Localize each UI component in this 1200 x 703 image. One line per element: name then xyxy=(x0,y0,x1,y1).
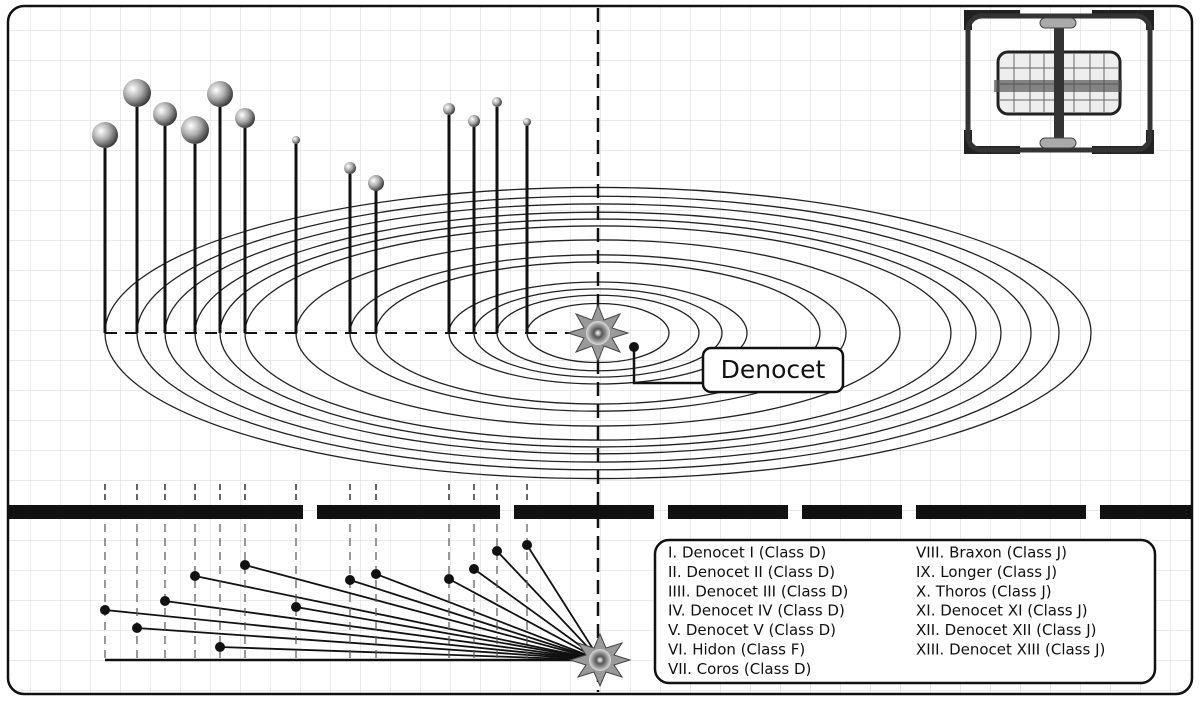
inclination-line xyxy=(104,609,601,661)
legend-box xyxy=(653,538,1157,685)
inclination-line xyxy=(448,578,601,661)
inclination-line xyxy=(349,579,601,661)
planet-dot xyxy=(100,605,110,615)
legend-item: IIII. Denocet III (Class D) xyxy=(668,582,848,600)
inclination-line xyxy=(375,573,601,661)
legend-item: II. Denocet II (Class D) xyxy=(668,563,835,581)
legend-item: I. Denocet I (Class D) xyxy=(668,544,826,562)
planet-dot xyxy=(492,546,502,556)
legend: I. Denocet I (Class D)II. Denocet II (Cl… xyxy=(668,544,1105,678)
star-label: Denocet xyxy=(721,355,826,384)
inclination-line xyxy=(194,575,601,661)
planet-dot xyxy=(371,569,381,579)
planet xyxy=(344,162,356,174)
planet xyxy=(123,79,151,107)
legend-item: XIII. Denocet XIII (Class J) xyxy=(916,641,1105,659)
sun-bottom xyxy=(568,632,632,688)
inclination-line xyxy=(295,606,601,661)
planet xyxy=(153,102,177,126)
inclination-line xyxy=(526,544,601,661)
inclination-line xyxy=(244,564,601,661)
legend-item: XII. Denocet XII (Class J) xyxy=(916,621,1097,639)
planet-dot xyxy=(132,623,142,633)
legend-item: X. Thoros (Class J) xyxy=(916,582,1052,600)
side-view xyxy=(100,484,601,662)
planet-dot xyxy=(215,642,225,652)
sun-top xyxy=(566,303,630,363)
legend-item: V. Denocet V (Class D) xyxy=(668,621,836,639)
planet xyxy=(181,116,209,144)
minimap xyxy=(964,10,1154,154)
inclination-line xyxy=(136,627,601,661)
planet xyxy=(292,136,300,144)
planet xyxy=(443,103,455,115)
planet-dot xyxy=(291,602,301,612)
inclination-line xyxy=(496,550,601,661)
inclination-line xyxy=(219,646,601,661)
planet xyxy=(207,81,233,107)
legend-item: IV. Denocet IV (Class D) xyxy=(668,602,845,620)
legend-item: XI. Denocet XI (Class J) xyxy=(916,602,1088,620)
label-connector xyxy=(632,347,710,385)
star-label-box xyxy=(701,346,845,394)
planet-dot xyxy=(190,571,200,581)
planet-dot xyxy=(345,575,355,585)
planet-dot xyxy=(469,564,479,574)
planet xyxy=(492,97,502,107)
connector-dot xyxy=(629,342,639,352)
planet xyxy=(468,115,480,127)
planets xyxy=(92,79,531,333)
planet xyxy=(92,122,118,148)
legend-item: VI. Hidon (Class F) xyxy=(668,641,805,659)
planet-dot xyxy=(522,540,532,550)
legend-item: VII. Coros (Class D) xyxy=(668,660,811,678)
legend-item: IX. Longer (Class J) xyxy=(916,563,1057,581)
legend-item: VIII. Braxon (Class J) xyxy=(916,544,1067,562)
planet xyxy=(235,108,255,128)
planet-dot xyxy=(160,596,170,606)
planet xyxy=(368,175,384,191)
planet-dot xyxy=(240,560,250,570)
planet-dot xyxy=(444,574,454,584)
planet xyxy=(523,118,531,126)
